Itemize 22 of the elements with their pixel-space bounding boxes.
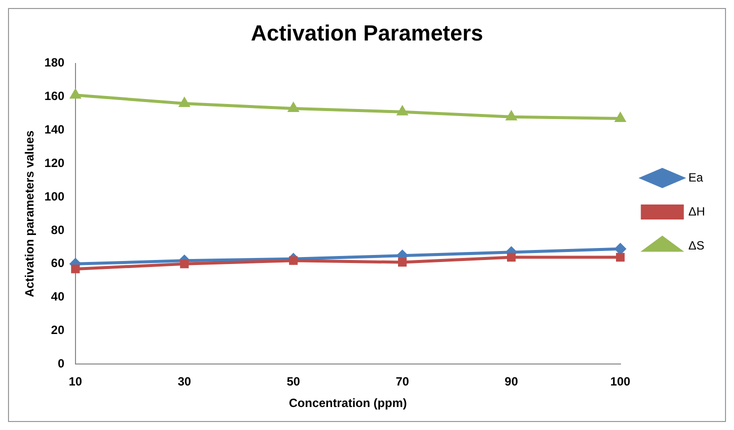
y-axis-title: Activation parameters values bbox=[22, 130, 37, 298]
x-axis-title: Concentration (ppm) bbox=[288, 396, 407, 410]
x-tick-label: 10 bbox=[68, 374, 82, 389]
y-tick-label: 20 bbox=[51, 323, 65, 338]
y-tick-label: 120 bbox=[44, 156, 65, 170]
y-tick-label: 0 bbox=[58, 356, 65, 371]
y-tick-label: 100 bbox=[44, 189, 65, 204]
y-tick-label: 140 bbox=[44, 122, 65, 137]
x-tick-label: 30 bbox=[178, 374, 192, 389]
legend-label: Ea bbox=[688, 170, 704, 184]
x-tick-label: 100 bbox=[610, 374, 631, 389]
y-tick-label: 160 bbox=[44, 89, 65, 104]
x-tick-label: 90 bbox=[504, 374, 518, 389]
y-tick-label: 60 bbox=[51, 256, 65, 270]
x-tick-label: 50 bbox=[286, 374, 300, 389]
chart-title: Activation Parameters bbox=[250, 20, 484, 46]
x-tick-label: 70 bbox=[396, 374, 410, 389]
y-tick-label: 40 bbox=[51, 290, 65, 304]
legend-label: ΔS bbox=[688, 238, 704, 252]
y-tick-label: 80 bbox=[51, 222, 65, 237]
y-tick-label: 180 bbox=[44, 56, 65, 70]
legend-label: ΔH bbox=[688, 204, 706, 218]
